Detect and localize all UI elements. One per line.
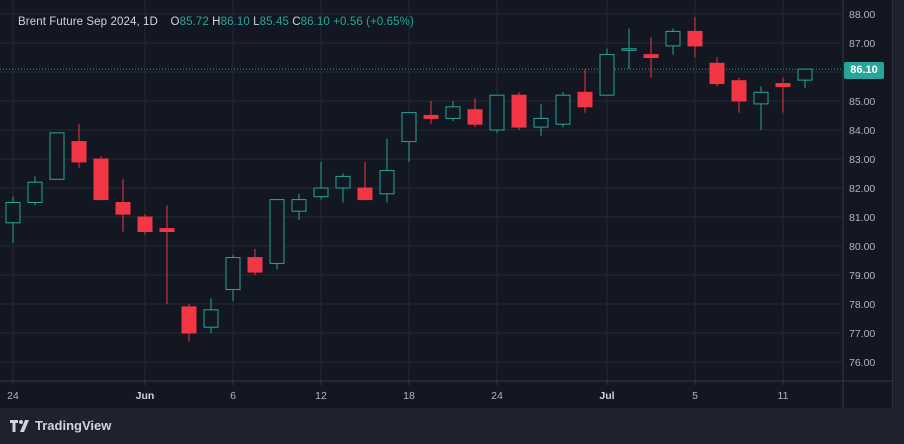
candlestick-chart[interactable]: 76.00 77.00 78.00 79.00 80.00 81.00 82.00 83.00… bbox=[0, 0, 893, 408]
candle-body[interactable] bbox=[247, 257, 263, 273]
chart-pane[interactable]: 76.00 77.00 78.00 79.00 80.00 81.00 82.00 83.00… bbox=[0, 0, 893, 408]
candle-body[interactable] bbox=[71, 141, 87, 163]
x-tick-label: 5 bbox=[692, 390, 698, 402]
candle-body[interactable] bbox=[291, 199, 307, 212]
candle-body[interactable] bbox=[115, 202, 131, 215]
candle-body[interactable] bbox=[269, 199, 285, 264]
x-tick-label: Jul bbox=[599, 390, 614, 402]
candle-body[interactable] bbox=[313, 187, 329, 198]
candle-body[interactable] bbox=[49, 132, 65, 180]
x-tick-label: 18 bbox=[403, 390, 415, 402]
y-tick-label: 80.00 bbox=[849, 241, 875, 253]
candle-body[interactable] bbox=[225, 257, 241, 291]
candle-body[interactable] bbox=[665, 30, 681, 47]
x-tick-label: 11 bbox=[778, 390, 789, 402]
low-label: L bbox=[253, 16, 260, 28]
x-tick-label: 12 bbox=[315, 390, 327, 402]
y-tick-label: 83.00 bbox=[849, 154, 875, 166]
x-tick-label: 6 bbox=[230, 390, 236, 402]
x-tick-label: 24 bbox=[7, 390, 19, 402]
candle-body[interactable] bbox=[555, 94, 571, 125]
close-label: C bbox=[292, 16, 301, 28]
y-tick-label: 77.00 bbox=[849, 328, 875, 340]
y-tick-label: 88.00 bbox=[849, 9, 875, 21]
candle-body[interactable] bbox=[621, 48, 637, 51]
candle-body[interactable] bbox=[643, 54, 659, 58]
candle-body[interactable] bbox=[511, 94, 527, 128]
candle-body[interactable] bbox=[797, 68, 813, 81]
last-price-tag: 86.10 bbox=[844, 62, 884, 79]
change-value: +0.56 (+0.65%) bbox=[333, 16, 414, 28]
y-tick-label: 76.00 bbox=[849, 357, 875, 369]
candle-body[interactable] bbox=[357, 187, 373, 201]
candle-body[interactable] bbox=[445, 106, 461, 119]
brand-name: TradingView bbox=[35, 418, 112, 433]
y-tick-label: 79.00 bbox=[849, 270, 875, 282]
candle-body[interactable] bbox=[181, 306, 197, 334]
candle-body[interactable] bbox=[159, 228, 175, 233]
candle-body[interactable] bbox=[423, 115, 439, 119]
y-tick-label: 81.00 bbox=[849, 212, 875, 224]
x-tick-label: 24 bbox=[491, 390, 503, 402]
candle-body[interactable] bbox=[137, 216, 153, 232]
tradingview-logo-icon bbox=[10, 419, 29, 432]
candle-body[interactable] bbox=[687, 30, 703, 47]
footer-bar bbox=[0, 408, 904, 444]
candle-body[interactable] bbox=[753, 91, 769, 105]
high-value: 86.10 bbox=[220, 16, 250, 28]
x-tick-label: Jun bbox=[136, 390, 155, 402]
candle-body[interactable] bbox=[775, 83, 791, 87]
symbol-legend: Brent Future Sep 2024, 1D O85.72 H86.10 … bbox=[18, 16, 414, 28]
y-tick-label: 78.00 bbox=[849, 299, 875, 311]
candle-body[interactable] bbox=[731, 80, 747, 102]
candle-body[interactable] bbox=[467, 109, 483, 125]
candle-body[interactable] bbox=[599, 54, 615, 96]
close-value: 86.10 bbox=[300, 16, 330, 28]
candle-body[interactable] bbox=[577, 91, 593, 108]
candle-body[interactable] bbox=[709, 62, 725, 85]
open-label: O bbox=[170, 16, 180, 28]
candle-body[interactable] bbox=[203, 309, 219, 328]
y-tick-label: 87.00 bbox=[849, 38, 875, 50]
candle-body[interactable] bbox=[335, 175, 351, 189]
candle-body[interactable] bbox=[489, 94, 505, 131]
y-tick-label: 82.00 bbox=[849, 183, 875, 195]
candle-body[interactable] bbox=[379, 170, 395, 195]
candle-body[interactable] bbox=[5, 202, 21, 224]
symbol-title[interactable]: Brent Future Sep 2024, 1D bbox=[18, 16, 158, 28]
candle-body[interactable] bbox=[401, 112, 417, 143]
candle-body[interactable] bbox=[27, 181, 43, 203]
candle-body[interactable] bbox=[533, 117, 549, 128]
high-label: H bbox=[212, 16, 221, 28]
candle-body[interactable] bbox=[93, 158, 109, 201]
y-tick-label: 85.00 bbox=[849, 96, 875, 108]
tradingview-brand[interactable]: TradingView bbox=[10, 418, 111, 433]
open-value: 85.72 bbox=[179, 16, 209, 28]
y-tick-label: 84.00 bbox=[849, 125, 875, 137]
low-value: 85.45 bbox=[259, 16, 289, 28]
